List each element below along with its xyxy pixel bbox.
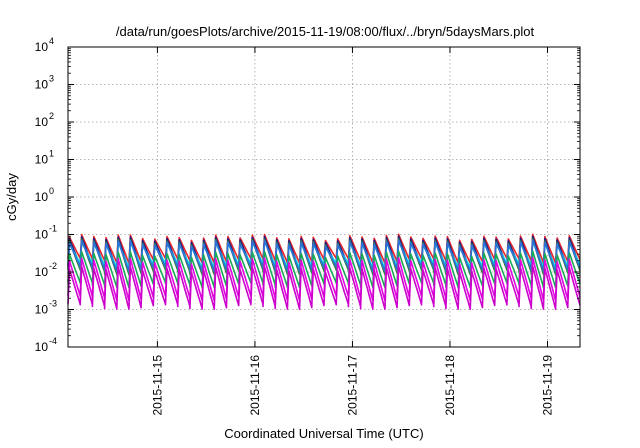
y-tick-exponent: -2 (49, 261, 57, 271)
y-tick-exponent: 1 (49, 149, 54, 159)
x-tick-labels: 2015-11-15 2015-11-16 2015-11-17 2015-11-18… (150, 355, 554, 416)
y-tick-base: 10 (35, 303, 49, 317)
y-tick-label: 10 -4 (35, 336, 57, 354)
x-tick-label: 2015-11-16 (248, 355, 262, 416)
y-tick-label: 10 -1 (35, 224, 57, 242)
y-tick-label: 10 3 (35, 74, 54, 92)
x-axis-label: Coordinated Universal Time (UTC) (224, 426, 423, 441)
series-line (67, 265, 581, 310)
y-tick-label: 10 -3 (35, 299, 57, 317)
series-layer (67, 233, 581, 310)
x-tick-label: 2015-11-19 (540, 355, 554, 416)
y-tick-exponent: 4 (49, 36, 54, 46)
y-tick-base: 10 (35, 115, 49, 129)
y-tick-base: 10 (35, 78, 49, 92)
x-tick-label: 2015-11-15 (150, 355, 164, 416)
x-tick-label: 2015-11-18 (443, 355, 457, 416)
y-tick-label: 10 0 (35, 186, 54, 204)
y-tick-base: 10 (35, 40, 49, 54)
y-tick-exponent: -3 (49, 299, 57, 309)
y-tick-base: 10 (35, 228, 49, 242)
chart-title: /data/run/goesPlots/archive/2015-11-19/0… (116, 24, 535, 39)
y-tick-exponent: 3 (49, 74, 54, 84)
y-tick-label: 10 2 (35, 111, 54, 129)
y-tick-exponent: -1 (49, 224, 57, 234)
y-tick-base: 10 (35, 190, 49, 204)
y-axis-label: cGy/day (4, 173, 19, 221)
y-tick-label: 10 1 (35, 149, 54, 167)
y-tick-label: 10 -2 (35, 261, 57, 279)
y-tick-base: 10 (35, 265, 49, 279)
y-tick-base: 10 (35, 153, 49, 167)
y-tick-exponent: 0 (49, 186, 54, 196)
y-tick-exponent: -4 (49, 336, 57, 346)
ticks (68, 46, 580, 348)
y-tick-base: 10 (35, 340, 49, 354)
x-tick-label: 2015-11-17 (345, 355, 359, 416)
y-tick-label: 10 4 (35, 36, 54, 54)
y-tick-exponent: 2 (49, 111, 54, 121)
